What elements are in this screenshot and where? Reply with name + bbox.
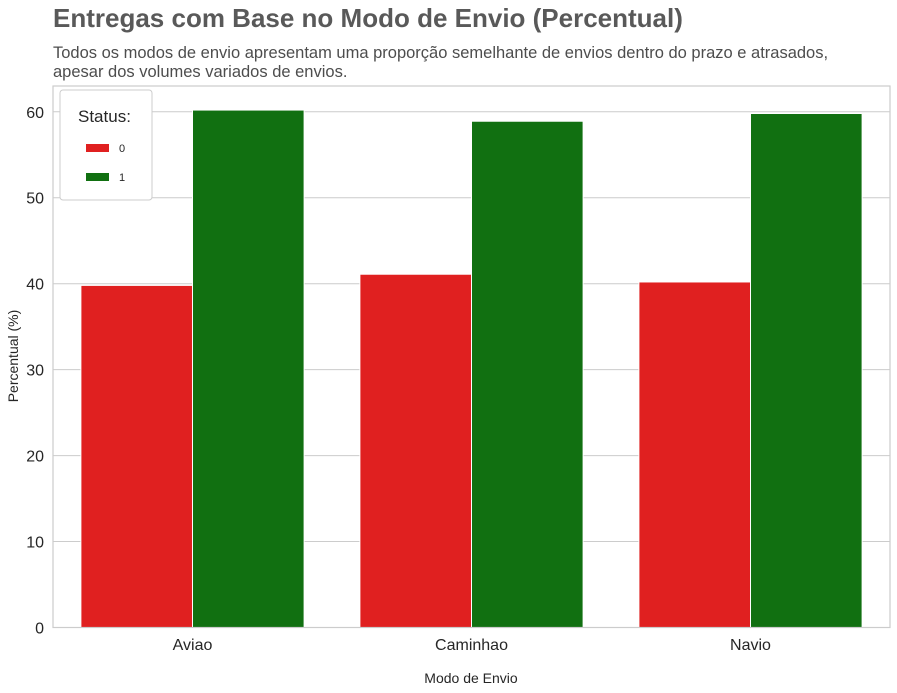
bar-aviao-status-1 [192, 109, 305, 629]
legend-label-0: 0 [119, 143, 125, 155]
y-tick-label: 20 [26, 449, 44, 466]
y-tick-label: 0 [35, 621, 44, 638]
bars [80, 109, 863, 629]
y-tick-label: 60 [26, 105, 44, 122]
legend-swatch-0 [86, 144, 109, 152]
y-tick-labels: 0 10 20 30 40 50 60 [26, 105, 44, 638]
x-tick-label: Navio [730, 637, 771, 654]
bar-caminhao-status-0 [359, 273, 472, 628]
bar-caminhao-status-1 [471, 120, 584, 628]
x-tick-labels: Aviao Caminhao Navio [173, 637, 771, 654]
bar-navio-status-0 [638, 281, 752, 628]
chart-title: Entregas com Base no Modo de Envio (Perc… [53, 3, 683, 33]
legend-swatch-1 [86, 173, 109, 181]
legend: Status: 0 1 [59, 89, 153, 201]
bar-aviao-status-0 [80, 284, 193, 628]
x-tick-label: Aviao [173, 637, 213, 654]
legend-label-1: 1 [119, 172, 125, 184]
chart-subtitle: Todos os modos de envio apresentam uma p… [53, 44, 829, 81]
bar-navio-status-1 [750, 113, 863, 628]
y-tick-label: 30 [26, 363, 44, 380]
y-axis-label: Percentual (%) [5, 310, 21, 403]
legend-title: Status: [78, 107, 131, 126]
y-tick-label: 50 [26, 191, 44, 208]
plot-frame [52, 85, 891, 629]
x-axis-label: Modo de Envio [424, 670, 518, 686]
y-tick-label: 10 [26, 535, 44, 552]
y-tick-label: 40 [26, 277, 44, 294]
x-tick-label: Caminhao [435, 637, 508, 654]
